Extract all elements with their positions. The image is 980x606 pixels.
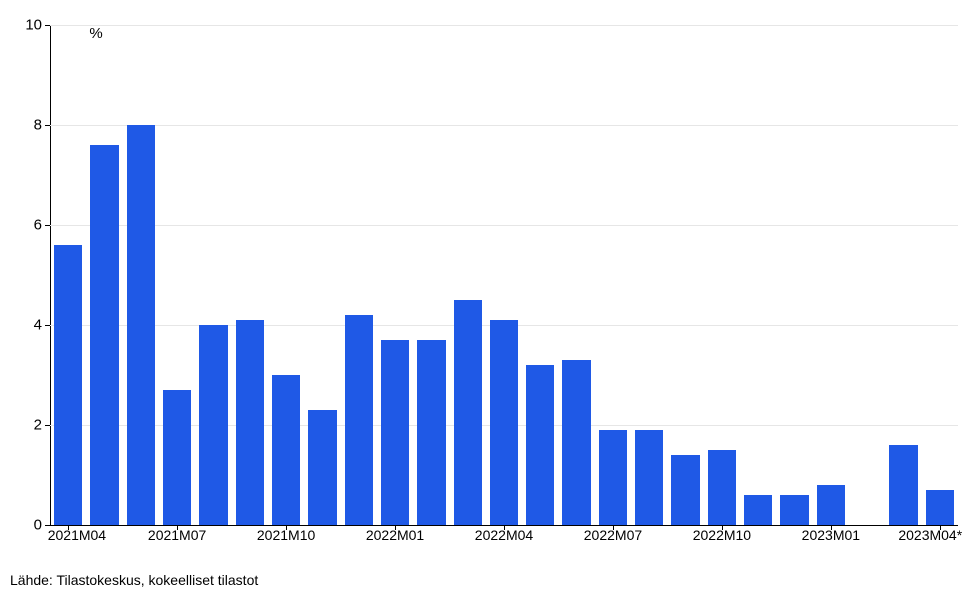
bar [889, 445, 917, 525]
x-tick-label: 2023M01 [802, 527, 860, 543]
bar [90, 145, 118, 525]
y-tick [45, 125, 50, 126]
bar [490, 320, 518, 525]
x-tick-label: 2021M10 [257, 527, 315, 543]
bar [236, 320, 264, 525]
bar [54, 245, 82, 525]
source-text: Lähde: Tilastokeskus, kokeelliset tilast… [10, 572, 258, 588]
y-tick-label: 8 [2, 117, 42, 134]
bar [381, 340, 409, 525]
gridline [50, 25, 958, 26]
x-tick-label: 2021M04 [48, 527, 106, 543]
gridline [50, 225, 958, 226]
bar [635, 430, 663, 525]
bar-chart: % [50, 25, 958, 545]
y-tick [45, 25, 50, 26]
bar [163, 390, 191, 525]
y-tick-label: 10 [2, 17, 42, 34]
bar [744, 495, 772, 525]
bar [454, 300, 482, 525]
y-tick [45, 425, 50, 426]
bar [780, 495, 808, 525]
y-tick [45, 225, 50, 226]
bar [417, 340, 445, 525]
bar [345, 315, 373, 525]
x-tick-label: 2022M04 [475, 527, 533, 543]
bar [127, 125, 155, 525]
bar [671, 455, 699, 525]
x-tick-label: 2022M07 [584, 527, 642, 543]
y-tick [45, 525, 50, 526]
plot-area [50, 25, 958, 525]
bar [308, 410, 336, 525]
x-tick-label: 2022M01 [366, 527, 424, 543]
bar [817, 485, 845, 525]
bar [272, 375, 300, 525]
gridline [50, 125, 958, 126]
y-tick-label: 6 [2, 217, 42, 234]
y-tick-label: 0 [2, 517, 42, 534]
bar [708, 450, 736, 525]
y-tick-label: 2 [2, 417, 42, 434]
bar [599, 430, 627, 525]
bar [199, 325, 227, 525]
bar [526, 365, 554, 525]
bar [926, 490, 954, 525]
y-tick [45, 325, 50, 326]
bar [562, 360, 590, 525]
x-tick-label: 2023M04* [898, 527, 962, 543]
x-tick-label: 2022M10 [693, 527, 751, 543]
y-tick-label: 4 [2, 317, 42, 334]
x-tick-label: 2021M07 [148, 527, 206, 543]
y-axis-line [50, 25, 51, 525]
